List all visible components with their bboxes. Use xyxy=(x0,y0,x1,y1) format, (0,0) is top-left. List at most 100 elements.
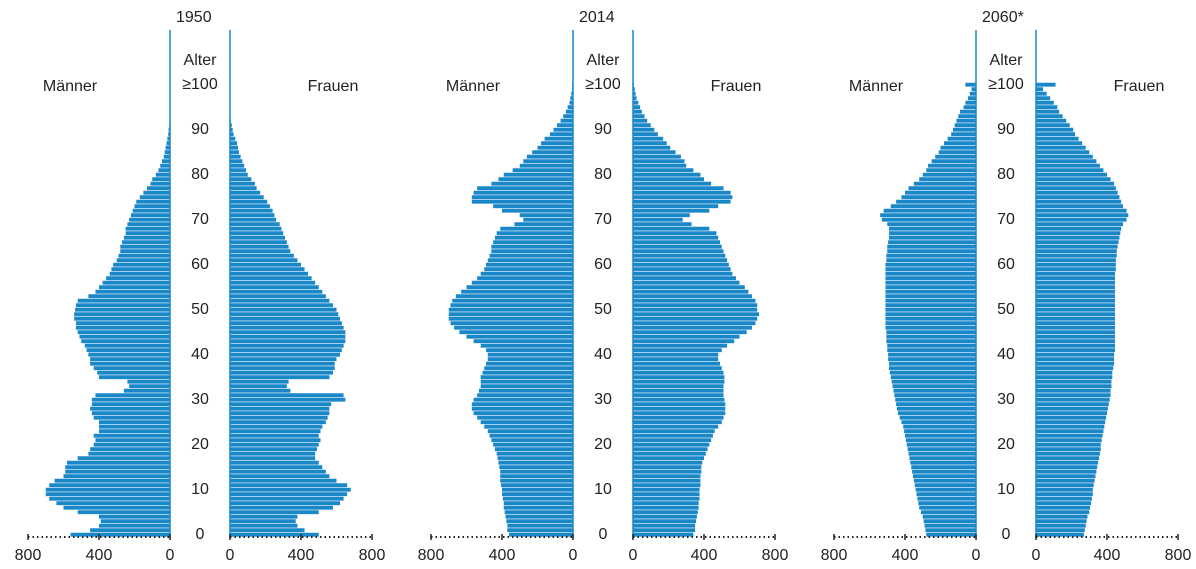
bar xyxy=(887,249,976,254)
bar xyxy=(883,208,976,213)
bar xyxy=(944,141,976,146)
bar xyxy=(74,316,170,321)
bar xyxy=(557,123,573,128)
bar xyxy=(889,370,976,375)
y-tick-label: 40 xyxy=(997,346,1015,363)
bar xyxy=(633,226,710,231)
age-label: Alter xyxy=(184,52,218,69)
bar xyxy=(230,474,330,479)
bar xyxy=(487,429,573,434)
bar xyxy=(896,199,976,204)
bar xyxy=(1036,424,1105,429)
bar xyxy=(1036,307,1115,312)
bar xyxy=(1036,514,1088,519)
bar xyxy=(230,420,326,425)
x-tick-label: 0 xyxy=(1032,547,1041,564)
bar xyxy=(633,159,685,164)
bar xyxy=(471,402,573,407)
bar xyxy=(523,159,573,164)
bar xyxy=(537,145,573,150)
bar xyxy=(230,132,234,137)
bar xyxy=(97,370,170,375)
bar xyxy=(45,492,170,497)
bar xyxy=(489,433,573,438)
bar xyxy=(922,172,976,177)
bar xyxy=(1036,433,1103,438)
bar xyxy=(951,132,976,137)
y-tick-label: 80 xyxy=(191,166,209,183)
bar xyxy=(498,460,573,465)
bar xyxy=(230,226,282,231)
bar xyxy=(56,501,170,506)
bar xyxy=(230,375,330,380)
bar xyxy=(896,402,976,407)
bar xyxy=(230,478,337,483)
bar xyxy=(502,487,573,492)
bar xyxy=(487,352,573,357)
bar xyxy=(633,334,740,339)
bar xyxy=(1036,204,1123,209)
x-tick-label: 800 xyxy=(15,547,42,564)
bar xyxy=(633,150,676,155)
bar xyxy=(532,150,573,155)
bar xyxy=(230,465,323,470)
bar xyxy=(507,528,573,533)
bar xyxy=(881,217,976,222)
bar xyxy=(471,280,573,285)
bar xyxy=(500,478,573,483)
y-tick-label: 70 xyxy=(997,211,1015,228)
bar xyxy=(99,429,170,434)
bar xyxy=(1036,325,1115,330)
y-tick-label: 50 xyxy=(594,301,612,318)
bar xyxy=(885,325,976,330)
bar xyxy=(139,195,170,200)
bar xyxy=(633,177,704,182)
bar xyxy=(633,240,720,245)
bar xyxy=(230,429,321,434)
bar xyxy=(90,528,170,533)
bar xyxy=(504,510,573,515)
bar xyxy=(633,420,722,425)
bar xyxy=(919,177,976,182)
bar xyxy=(70,532,170,537)
bar xyxy=(99,424,170,429)
bar xyxy=(1036,370,1113,375)
bar xyxy=(111,267,170,272)
bar xyxy=(230,262,301,267)
y-tick-label: 10 xyxy=(191,481,209,498)
bar xyxy=(230,487,351,492)
bar xyxy=(477,186,573,191)
bar xyxy=(633,316,758,321)
bar xyxy=(906,442,976,447)
bar xyxy=(899,415,976,420)
bar xyxy=(960,109,976,114)
bar xyxy=(633,222,692,227)
bar xyxy=(886,258,976,263)
bar xyxy=(49,496,170,501)
bar xyxy=(230,163,245,168)
bar xyxy=(924,523,976,528)
bar xyxy=(633,271,733,276)
bar xyxy=(497,456,573,461)
bar xyxy=(499,465,573,470)
bar xyxy=(500,469,573,474)
bar xyxy=(1036,100,1054,105)
bar xyxy=(489,253,573,258)
bar xyxy=(1036,361,1115,366)
bar xyxy=(968,96,976,101)
bar xyxy=(77,298,170,303)
bar xyxy=(1036,127,1074,132)
bar xyxy=(901,420,976,425)
bar xyxy=(1036,474,1096,479)
bar xyxy=(1036,510,1090,515)
bar xyxy=(633,195,733,200)
bar xyxy=(1036,384,1112,389)
bar xyxy=(480,379,573,384)
x-tick-label: 400 xyxy=(1094,547,1121,564)
bar xyxy=(74,312,170,317)
bar xyxy=(45,487,170,492)
bar xyxy=(459,330,573,335)
bar xyxy=(908,451,976,456)
bar xyxy=(888,240,976,245)
y-tick-label: 30 xyxy=(191,391,209,408)
